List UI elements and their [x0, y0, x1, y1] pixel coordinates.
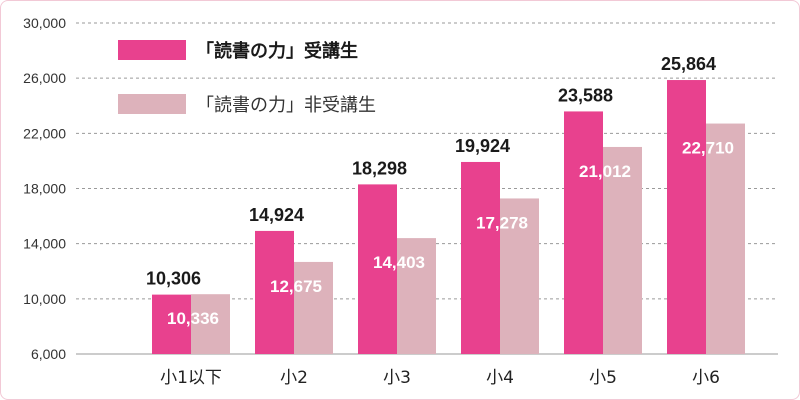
y-tick-label: 14,000	[23, 236, 66, 252]
y-tick-label: 6,000	[31, 346, 66, 362]
data-label-non-students: 14,403	[373, 253, 425, 272]
bar-students	[564, 111, 603, 355]
x-category-label: 小3	[383, 368, 411, 388]
legend-swatch-students	[118, 40, 186, 60]
data-label-non-students: 17,278	[476, 213, 528, 232]
data-label-students: 18,298	[352, 158, 407, 178]
y-tick-label: 22,000	[23, 125, 66, 141]
y-axis-ticks: 6,000 10,000 14,000 18,000 22,000 26,000 30,00…	[23, 15, 66, 362]
legend: 「読書の力」受講生 「読書の力」非受講生	[118, 40, 376, 116]
legend-label-non-students: 「読書の力」非受講生	[196, 95, 376, 116]
legend-label-students: 「読書の力」受講生	[196, 40, 358, 62]
bar-students	[358, 184, 397, 354]
bar-non-students	[500, 198, 539, 354]
bar-non-students	[706, 123, 745, 354]
data-label-students: 19,924	[455, 136, 510, 156]
data-label-students: 14,924	[249, 205, 304, 225]
data-label-students: 23,588	[558, 85, 613, 105]
bar-non-students	[294, 261, 333, 354]
y-tick-label: 10,000	[23, 291, 66, 307]
y-tick-label: 26,000	[23, 70, 66, 86]
bars	[152, 80, 745, 355]
x-category-label: 小5	[589, 368, 617, 388]
y-tick-label: 18,000	[23, 181, 66, 197]
bar-students	[461, 161, 500, 354]
x-category-label: 小1以下	[160, 368, 222, 388]
data-label-non-students: 12,675	[270, 277, 322, 296]
data-label-non-students: 22,710	[682, 139, 734, 158]
bar-non-students	[191, 294, 230, 354]
legend-swatch-non-students	[118, 94, 186, 114]
x-category-label: 小6	[692, 368, 720, 388]
data-label-students: 10,306	[146, 269, 201, 289]
y-tick-label: 30,000	[23, 15, 66, 31]
x-axis-categories: 小1以下 小2 小3 小4 小5 小6	[160, 368, 720, 388]
x-category-label: 小2	[280, 368, 308, 388]
data-label-non-students: 10,336	[167, 309, 219, 328]
data-labels: 10,306 10,336 14,924 12,675 18,298 14,403 19,9…	[146, 54, 734, 328]
bar-students	[255, 230, 294, 354]
bar-non-students	[603, 146, 642, 354]
data-label-students: 25,864	[661, 54, 716, 74]
bar-students	[667, 80, 706, 355]
bar-students	[152, 294, 191, 354]
bar-non-students	[397, 238, 436, 354]
data-label-non-students: 21,012	[579, 162, 631, 181]
x-category-label: 小4	[486, 368, 514, 388]
